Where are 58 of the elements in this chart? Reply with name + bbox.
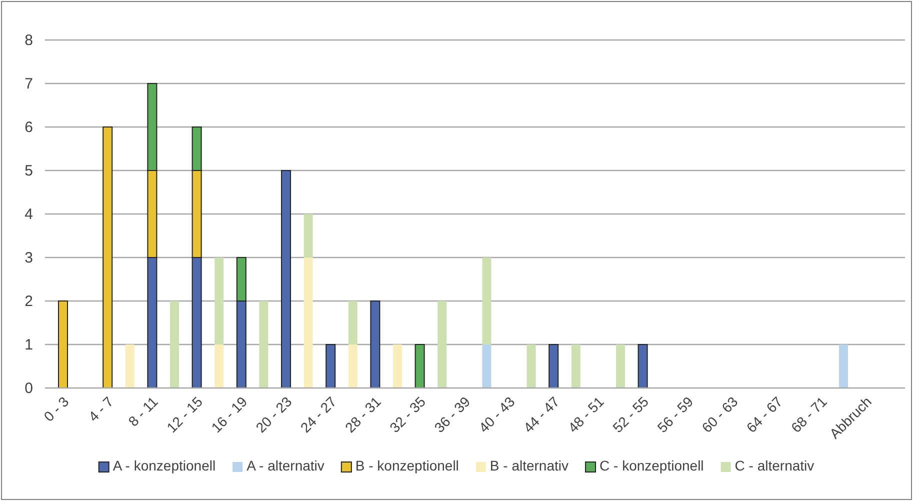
x-tick-label: 40 - 43: [476, 393, 518, 436]
y-tick-label: 0: [24, 380, 33, 397]
bar: [348, 344, 358, 388]
x-tick-label: 52 - 55: [609, 393, 652, 436]
x-tick-label: 36 - 39: [431, 393, 474, 436]
bar: [304, 214, 313, 258]
legend-label: B - konzeptionell: [355, 458, 459, 474]
y-tick-label: 3: [24, 249, 33, 266]
y-tick-label: 5: [24, 162, 33, 180]
bar: [214, 258, 224, 344]
bar: [170, 301, 179, 388]
x-tick-label: 24 - 27: [297, 393, 340, 436]
x-tick-label: 32 - 35: [386, 393, 429, 436]
bar: [304, 258, 313, 388]
y-tick-label: 8: [24, 32, 33, 49]
legend-label: C - alternativ: [734, 458, 814, 474]
y-tick-label: 6: [24, 118, 33, 136]
bar: [526, 344, 536, 388]
legend-label: A - konzeptionell: [112, 458, 216, 474]
bar: [482, 258, 492, 344]
x-tick-label: 28 - 31: [342, 393, 384, 436]
bar: [58, 300, 68, 388]
x-tick-label: 56 - 59: [654, 393, 696, 436]
bar: [839, 344, 848, 388]
x-tick-label: 8 - 11: [125, 393, 162, 430]
bar: [438, 301, 447, 388]
x-tick-label: 68 - 71: [788, 393, 830, 436]
x-tick-label: 44 - 47: [520, 393, 562, 436]
bar: [259, 301, 268, 388]
bar: [125, 344, 134, 388]
bar: [482, 344, 492, 388]
x-tick-label: 60 - 63: [698, 393, 741, 436]
y-tick-label: 1: [24, 336, 33, 354]
bar: [548, 344, 559, 388]
y-tick-label: 2: [24, 292, 33, 310]
x-tick-label: 0 - 3: [40, 393, 72, 425]
x-tick-label: 12 - 15: [163, 393, 206, 436]
bar: [638, 344, 648, 388]
bar: [348, 301, 358, 344]
bar: [214, 344, 224, 388]
bar: [571, 344, 580, 388]
legend-label: A - alternativ: [246, 458, 324, 474]
bar: [326, 344, 336, 388]
legend-label: C - konzeptionell: [600, 458, 704, 474]
bar: [616, 344, 625, 388]
bar: [393, 344, 402, 388]
x-tick-label: 48 - 51: [564, 393, 608, 436]
x-tick-label: 20 - 23: [252, 393, 295, 436]
bar: [414, 344, 425, 388]
bar: [281, 170, 291, 388]
bar: [102, 126, 113, 388]
x-tick-label: 16 - 19: [208, 393, 250, 436]
x-tick-label: 4 - 7: [85, 393, 116, 425]
x-tick-label: 64 - 67: [743, 393, 786, 436]
bar: [370, 300, 380, 388]
y-tick-label: 4: [24, 206, 33, 223]
legend-label: B - alternativ: [490, 458, 569, 474]
y-tick-label: 7: [24, 75, 33, 92]
